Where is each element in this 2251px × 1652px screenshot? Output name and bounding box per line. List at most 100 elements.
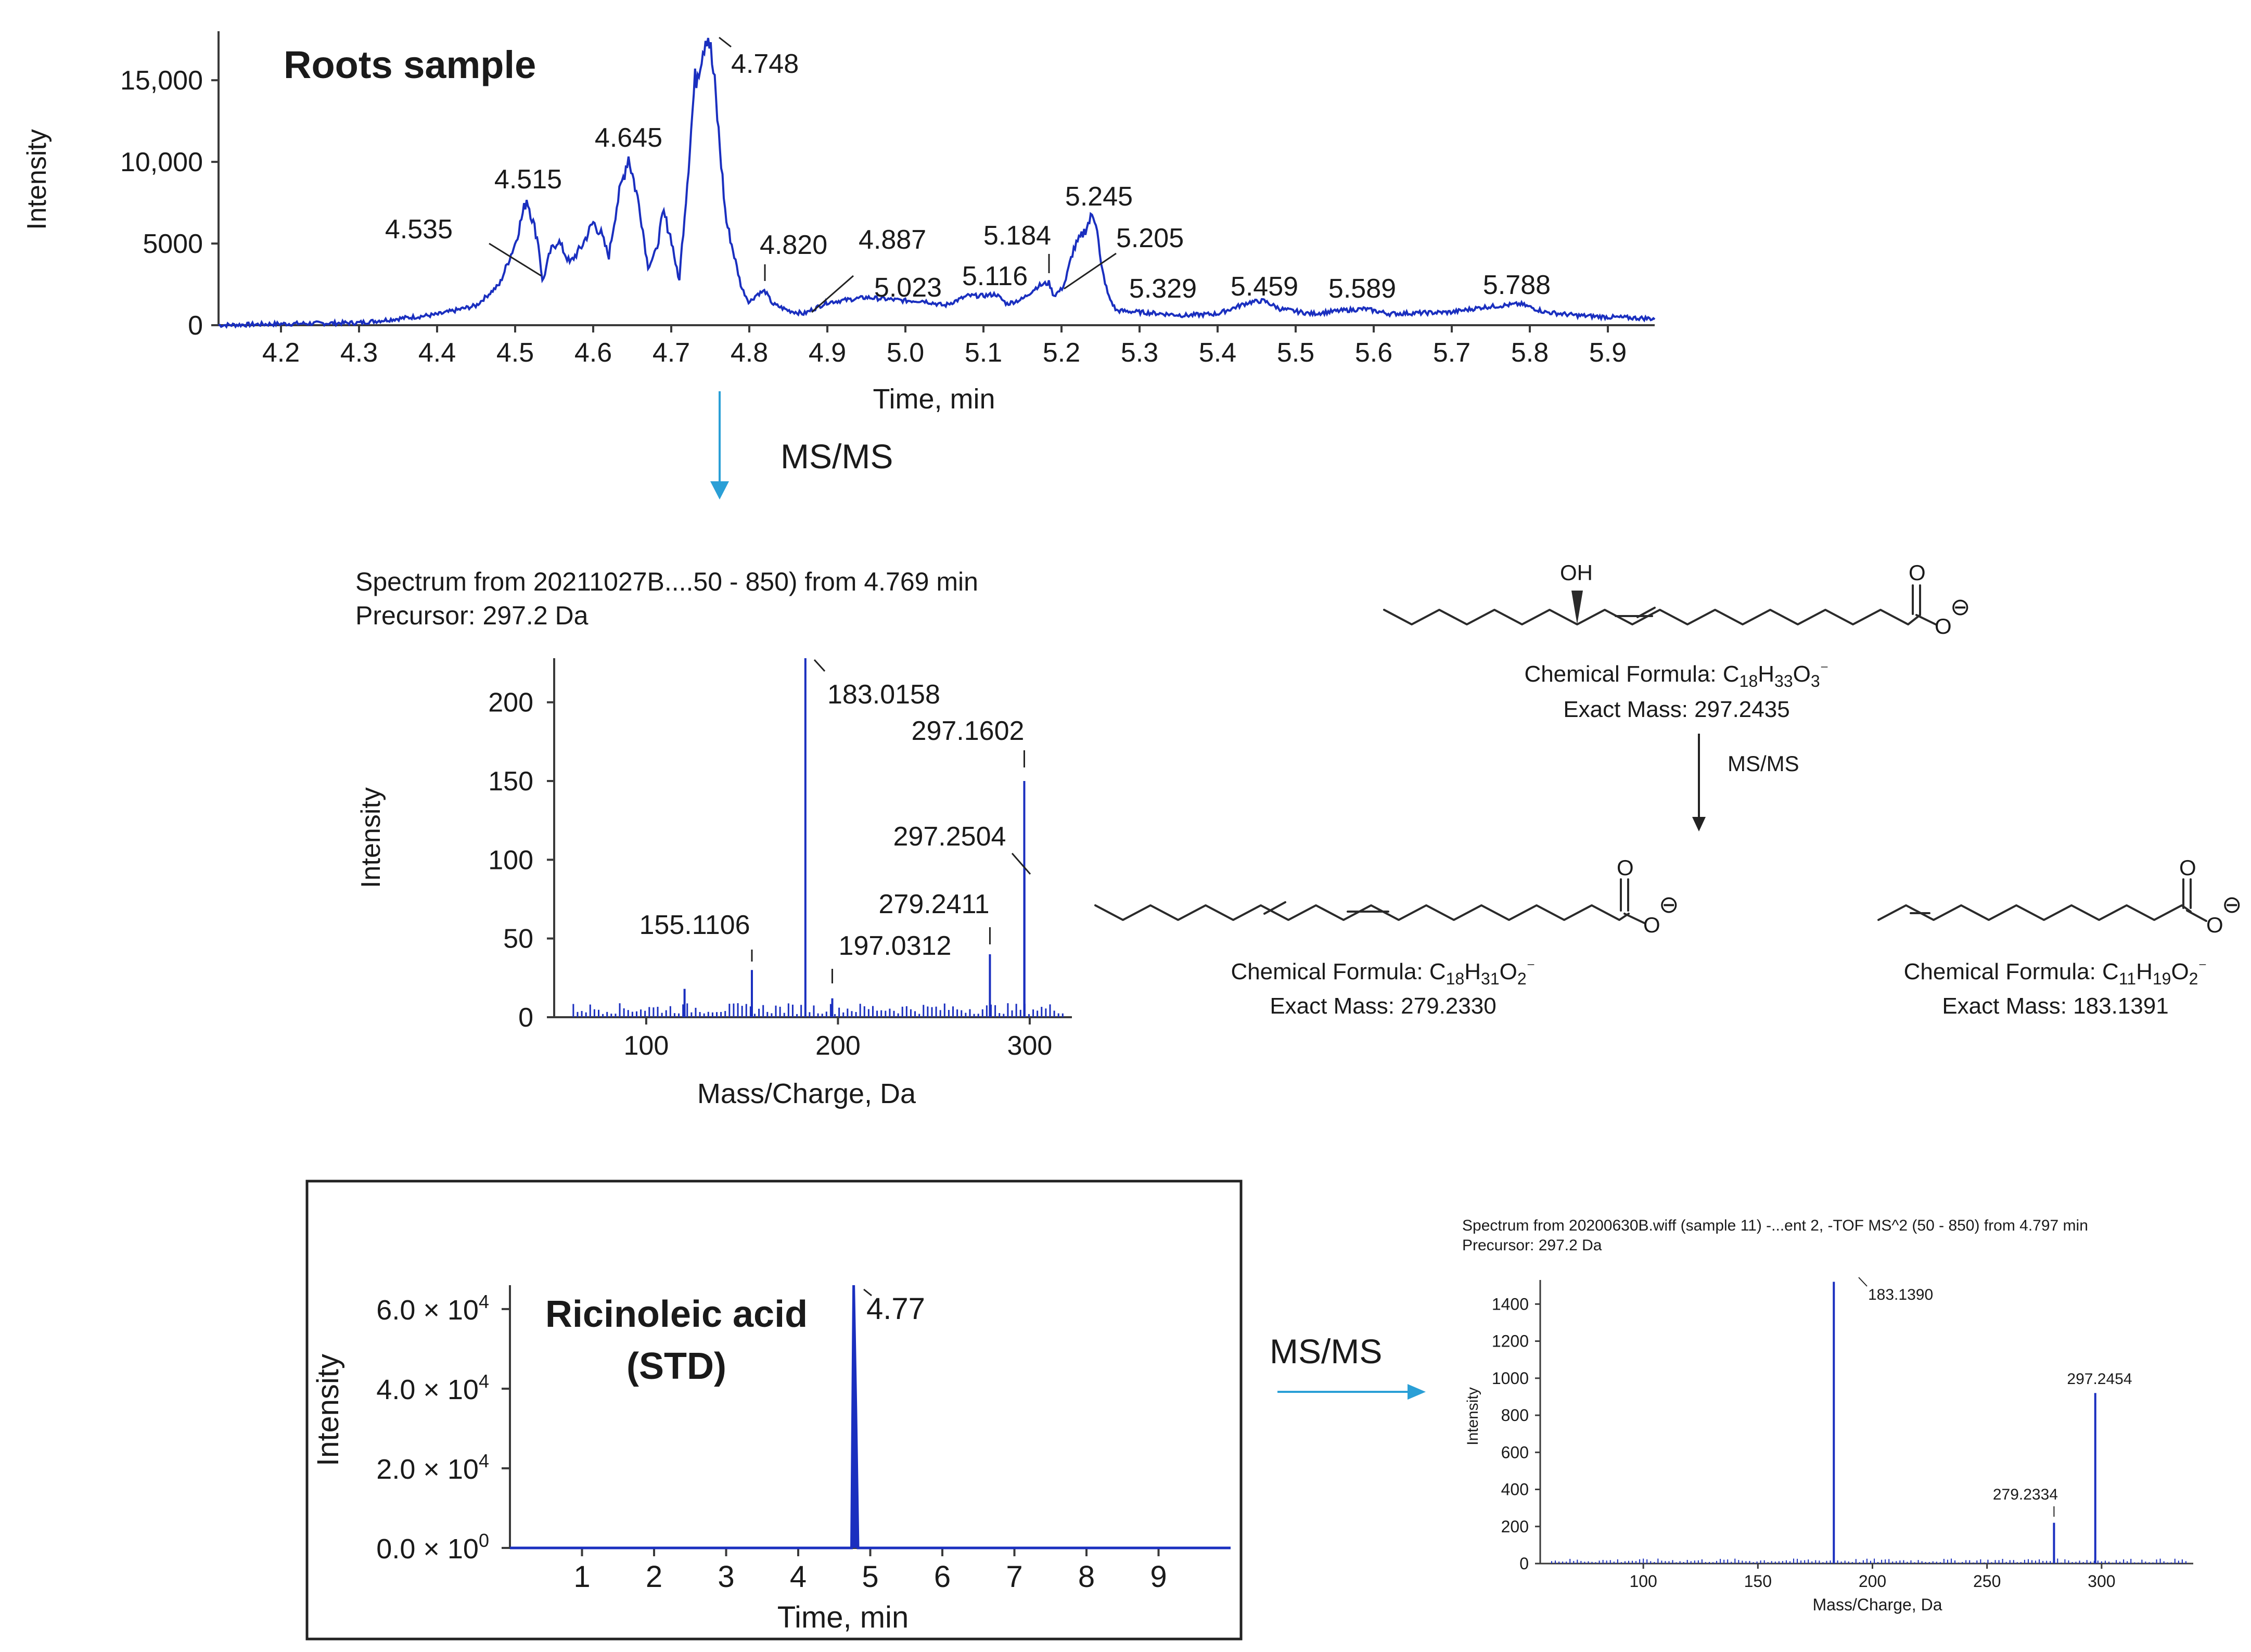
p1-y-tick-label: 15,000 <box>120 66 203 96</box>
msms-label-3: MS/MS <box>1270 1332 1382 1371</box>
mass-linoleate: Exact Mass: 279.2330 <box>1270 993 1496 1019</box>
wedge-bond <box>1571 591 1583 624</box>
p4-title: Spectrum from 20200630B.wiff (sample 11)… <box>1462 1217 2088 1234</box>
p1-x-tick-label: 5.2 <box>1043 338 1080 368</box>
charge-icon-2: ⊖ <box>1659 891 1679 918</box>
p1-x-tick-label: 5.1 <box>965 338 1002 368</box>
p2-x-tick-label: 100 <box>624 1031 669 1061</box>
p3-y-tick-label: 6.0 × 104 <box>376 1291 489 1326</box>
p3-x-tick-label: 6 <box>934 1560 951 1594</box>
p4-y-tick-label: 1200 <box>1492 1332 1529 1351</box>
p2-y-tick-label: 50 <box>503 924 533 954</box>
p2-xlabel: Mass/Charge, Da <box>697 1078 916 1109</box>
p3-x-tick-label: 3 <box>718 1560 734 1594</box>
p2-x-tick-label: 300 <box>1007 1031 1053 1061</box>
p1-x-tick-label: 4.2 <box>262 338 300 368</box>
p1-x-tick-label: 5.5 <box>1277 338 1314 368</box>
p3-x-tick-label: 1 <box>573 1560 590 1594</box>
p2-y-tick-label: 0 <box>518 1003 533 1033</box>
msms-label-2: MS/MS <box>1728 751 1799 776</box>
p1-peak-label: 5.184 <box>983 221 1051 251</box>
p1-xlabel: Time, min <box>873 383 995 415</box>
o-label-minus: O <box>1935 614 1952 638</box>
o-label-top: O <box>1909 560 1926 585</box>
roots-msms-spectrum: Spectrum from 20211027B....50 - 850) fro… <box>355 567 1072 1109</box>
p1-trace-line <box>218 37 1656 329</box>
p1-peak-label: 4.887 <box>859 225 926 255</box>
std-chromatogram: Ricinoleic acid (STD) Intensity Time, mi… <box>305 1180 1243 1641</box>
p3-y-tick-label: 2.0 × 104 <box>376 1450 489 1485</box>
p3-ylabel: Intensity <box>311 1354 345 1466</box>
p4-peaks: 183.1390 279.2334 297.2454 <box>1833 1277 2132 1564</box>
o-label-top-3: O <box>2179 855 2196 880</box>
p1-x-tick-label: 5.8 <box>1511 338 1549 368</box>
formula-linoleate: Chemical Formula: C18H31O2⁻ <box>1231 958 1535 988</box>
p4-peak-label: 279.2334 <box>1993 1486 2058 1503</box>
p1-peak-label: 5.329 <box>1129 274 1197 304</box>
mass-ricinoleate: Exact Mass: 297.2435 <box>1563 697 1789 722</box>
p2-peaks: 155.1106 183.0158 197.0312 279.2411 297.2504… <box>639 658 1031 1017</box>
p4-y-tick-label: 200 <box>1501 1517 1529 1536</box>
std-panel-frame <box>305 1180 1243 1641</box>
p1-peak-label: 4.515 <box>494 164 562 195</box>
o-label-minus-3: O <box>2206 913 2223 937</box>
p1-x-tick-label: 4.4 <box>418 338 456 368</box>
p1-x-tick-label: 4.7 <box>653 338 690 368</box>
p1-x-tick-label: 5.9 <box>1589 338 1627 368</box>
std-title-line2: (STD) <box>626 1346 726 1387</box>
p1-leader <box>1064 252 1117 290</box>
p2-subtitle: Precursor: 297.2 Da <box>355 601 589 630</box>
p1-ylabel: Intensity <box>22 129 52 230</box>
msms-label-1: MS/MS <box>781 437 893 476</box>
p3-x-tick-label: 4 <box>790 1560 807 1594</box>
p1-x-tick-label: 5.4 <box>1199 338 1236 368</box>
p1-y-tick-label: 5000 <box>143 229 203 259</box>
p1-x-tick-label: 4.3 <box>340 338 378 368</box>
p4-xlabel: Mass/Charge, Da <box>1813 1595 1942 1614</box>
p4-y-tick-label: 600 <box>1501 1443 1529 1462</box>
p4-y-tick-label: 1000 <box>1492 1369 1529 1388</box>
p4-x-tick-label: 200 <box>1859 1572 1886 1591</box>
p2-leader <box>1011 853 1031 875</box>
o-label-minus-2: O <box>1643 913 1660 937</box>
p1-trace <box>218 37 1656 329</box>
p1-x-tick-label: 4.9 <box>809 338 846 368</box>
charge-icon: ⊖ <box>1950 593 1971 620</box>
p3-x-tick-label: 8 <box>1078 1560 1095 1594</box>
p3-xlabel: Time, min <box>777 1600 909 1634</box>
p4-axes: 100 150 200 250 300 0 200 400 600 800 1000 1200 1400 <box>1492 1280 2193 1591</box>
structure-linoleate: O O ⊖ Chemical Formula: C18H31O2⁻ Exact … <box>1094 855 1679 1019</box>
p3-peak-label: 4.77 <box>866 1292 925 1326</box>
p1-y-tick-label: 0 <box>188 311 203 341</box>
p3-y-tick-label: 4.0 × 104 <box>376 1371 489 1405</box>
p2-ylabel: Intensity <box>356 787 386 888</box>
roots-sample-title: Roots sample <box>284 43 536 86</box>
p2-x-tick-label: 200 <box>815 1031 861 1061</box>
p1-x-tick-label: 4.5 <box>496 338 534 368</box>
p1-peak-label: 4.820 <box>760 230 827 260</box>
p1-leader <box>811 275 854 313</box>
p2-leader <box>813 659 826 672</box>
p2-peak-label: 297.1602 <box>912 716 1025 746</box>
p1-peak-label: 5.589 <box>1328 274 1396 304</box>
p2-peak-label: 183.0158 <box>827 680 940 710</box>
p3-leader <box>863 1288 872 1297</box>
p3-x-tick-label: 9 <box>1150 1560 1167 1594</box>
p3-x-tick-label: 5 <box>862 1560 878 1594</box>
p1-peak-label: 5.205 <box>1116 223 1184 253</box>
p1-peak-label: 5.116 <box>962 261 1028 291</box>
p4-y-tick-label: 400 <box>1501 1480 1529 1499</box>
p2-noise <box>572 1003 1064 1017</box>
p1-x-tick-label: 5.7 <box>1433 338 1470 368</box>
p2-title: Spectrum from 20211027B....50 - 850) fro… <box>355 567 978 596</box>
p4-y-tick-label: 1400 <box>1492 1295 1529 1313</box>
p2-peak-label: 279.2411 <box>878 889 989 919</box>
p1-leader <box>719 36 732 48</box>
p1-peak-labels: 4.535 4.515 4.645 4.748 4.820 4.887 5.023 5.116… <box>385 36 1551 313</box>
p1-x-tick-label: 5.0 <box>887 338 924 368</box>
p3-x-tick-label: 2 <box>646 1560 662 1594</box>
p1-x-tick-label: 4.8 <box>731 338 768 368</box>
o-label-top-2: O <box>1617 855 1634 880</box>
p4-peak-label: 297.2454 <box>2067 1371 2132 1388</box>
